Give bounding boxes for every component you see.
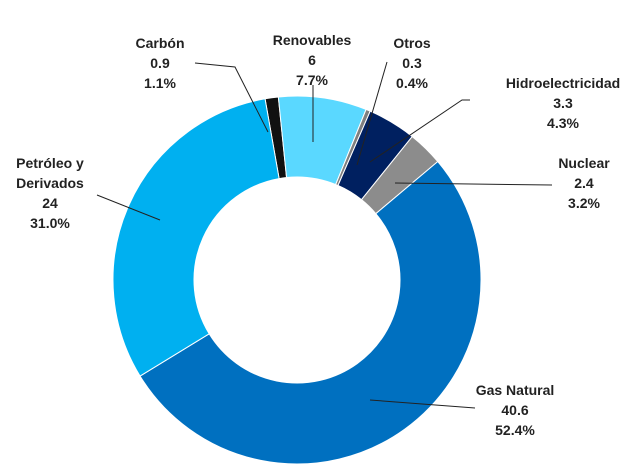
slice-label: Carbón 0.9 1.1% bbox=[136, 33, 185, 93]
category-name: Nuclear bbox=[558, 155, 610, 171]
percent-label: 52.4% bbox=[495, 422, 535, 438]
slice bbox=[139, 160, 482, 465]
value-label: 6 bbox=[308, 52, 316, 68]
leader-line bbox=[369, 399, 476, 409]
percent-label: 1.1% bbox=[144, 75, 176, 91]
category-name: Gas Natural bbox=[475, 382, 555, 398]
leader-line bbox=[356, 61, 388, 166]
leader-line bbox=[394, 182, 553, 186]
percent-label: 4.3% bbox=[547, 115, 579, 131]
slice-label: Renovables 6 7.7% bbox=[273, 30, 352, 90]
value-label: 40.6 bbox=[501, 402, 529, 418]
category-name: Petróleo y Derivados bbox=[16, 155, 84, 191]
slice-label: Otros 0.3 0.4% bbox=[393, 33, 430, 93]
percent-label: 0.4% bbox=[396, 75, 428, 91]
value-label: 3.3 bbox=[553, 95, 573, 111]
slice-label: Petróleo y Derivados 24 31.0% bbox=[0, 153, 100, 233]
value-label: 24 bbox=[42, 195, 58, 211]
slice-label: Gas Natural 40.6 52.4% bbox=[476, 380, 555, 440]
percent-label: 3.2% bbox=[568, 195, 600, 211]
slice-label: Nuclear 2.4 3.2% bbox=[558, 153, 609, 213]
slices bbox=[112, 95, 482, 465]
value-label: 2.4 bbox=[574, 175, 594, 191]
category-name: Renovables bbox=[272, 32, 352, 48]
percent-label: 7.7% bbox=[296, 72, 328, 88]
slice-label: Hidroelectricidad 3.3 4.3% bbox=[506, 73, 620, 133]
value-label: 0.3 bbox=[402, 55, 422, 71]
category-name: Otros bbox=[393, 35, 431, 51]
leader-line bbox=[369, 99, 470, 163]
leader-line bbox=[96, 194, 161, 221]
category-name: Hidroelectricidad bbox=[505, 75, 621, 91]
percent-label: 31.0% bbox=[30, 215, 70, 231]
value-label: 0.9 bbox=[150, 55, 170, 71]
category-name: Carbón bbox=[135, 35, 185, 51]
leader-line bbox=[194, 62, 269, 133]
slice bbox=[112, 98, 280, 377]
